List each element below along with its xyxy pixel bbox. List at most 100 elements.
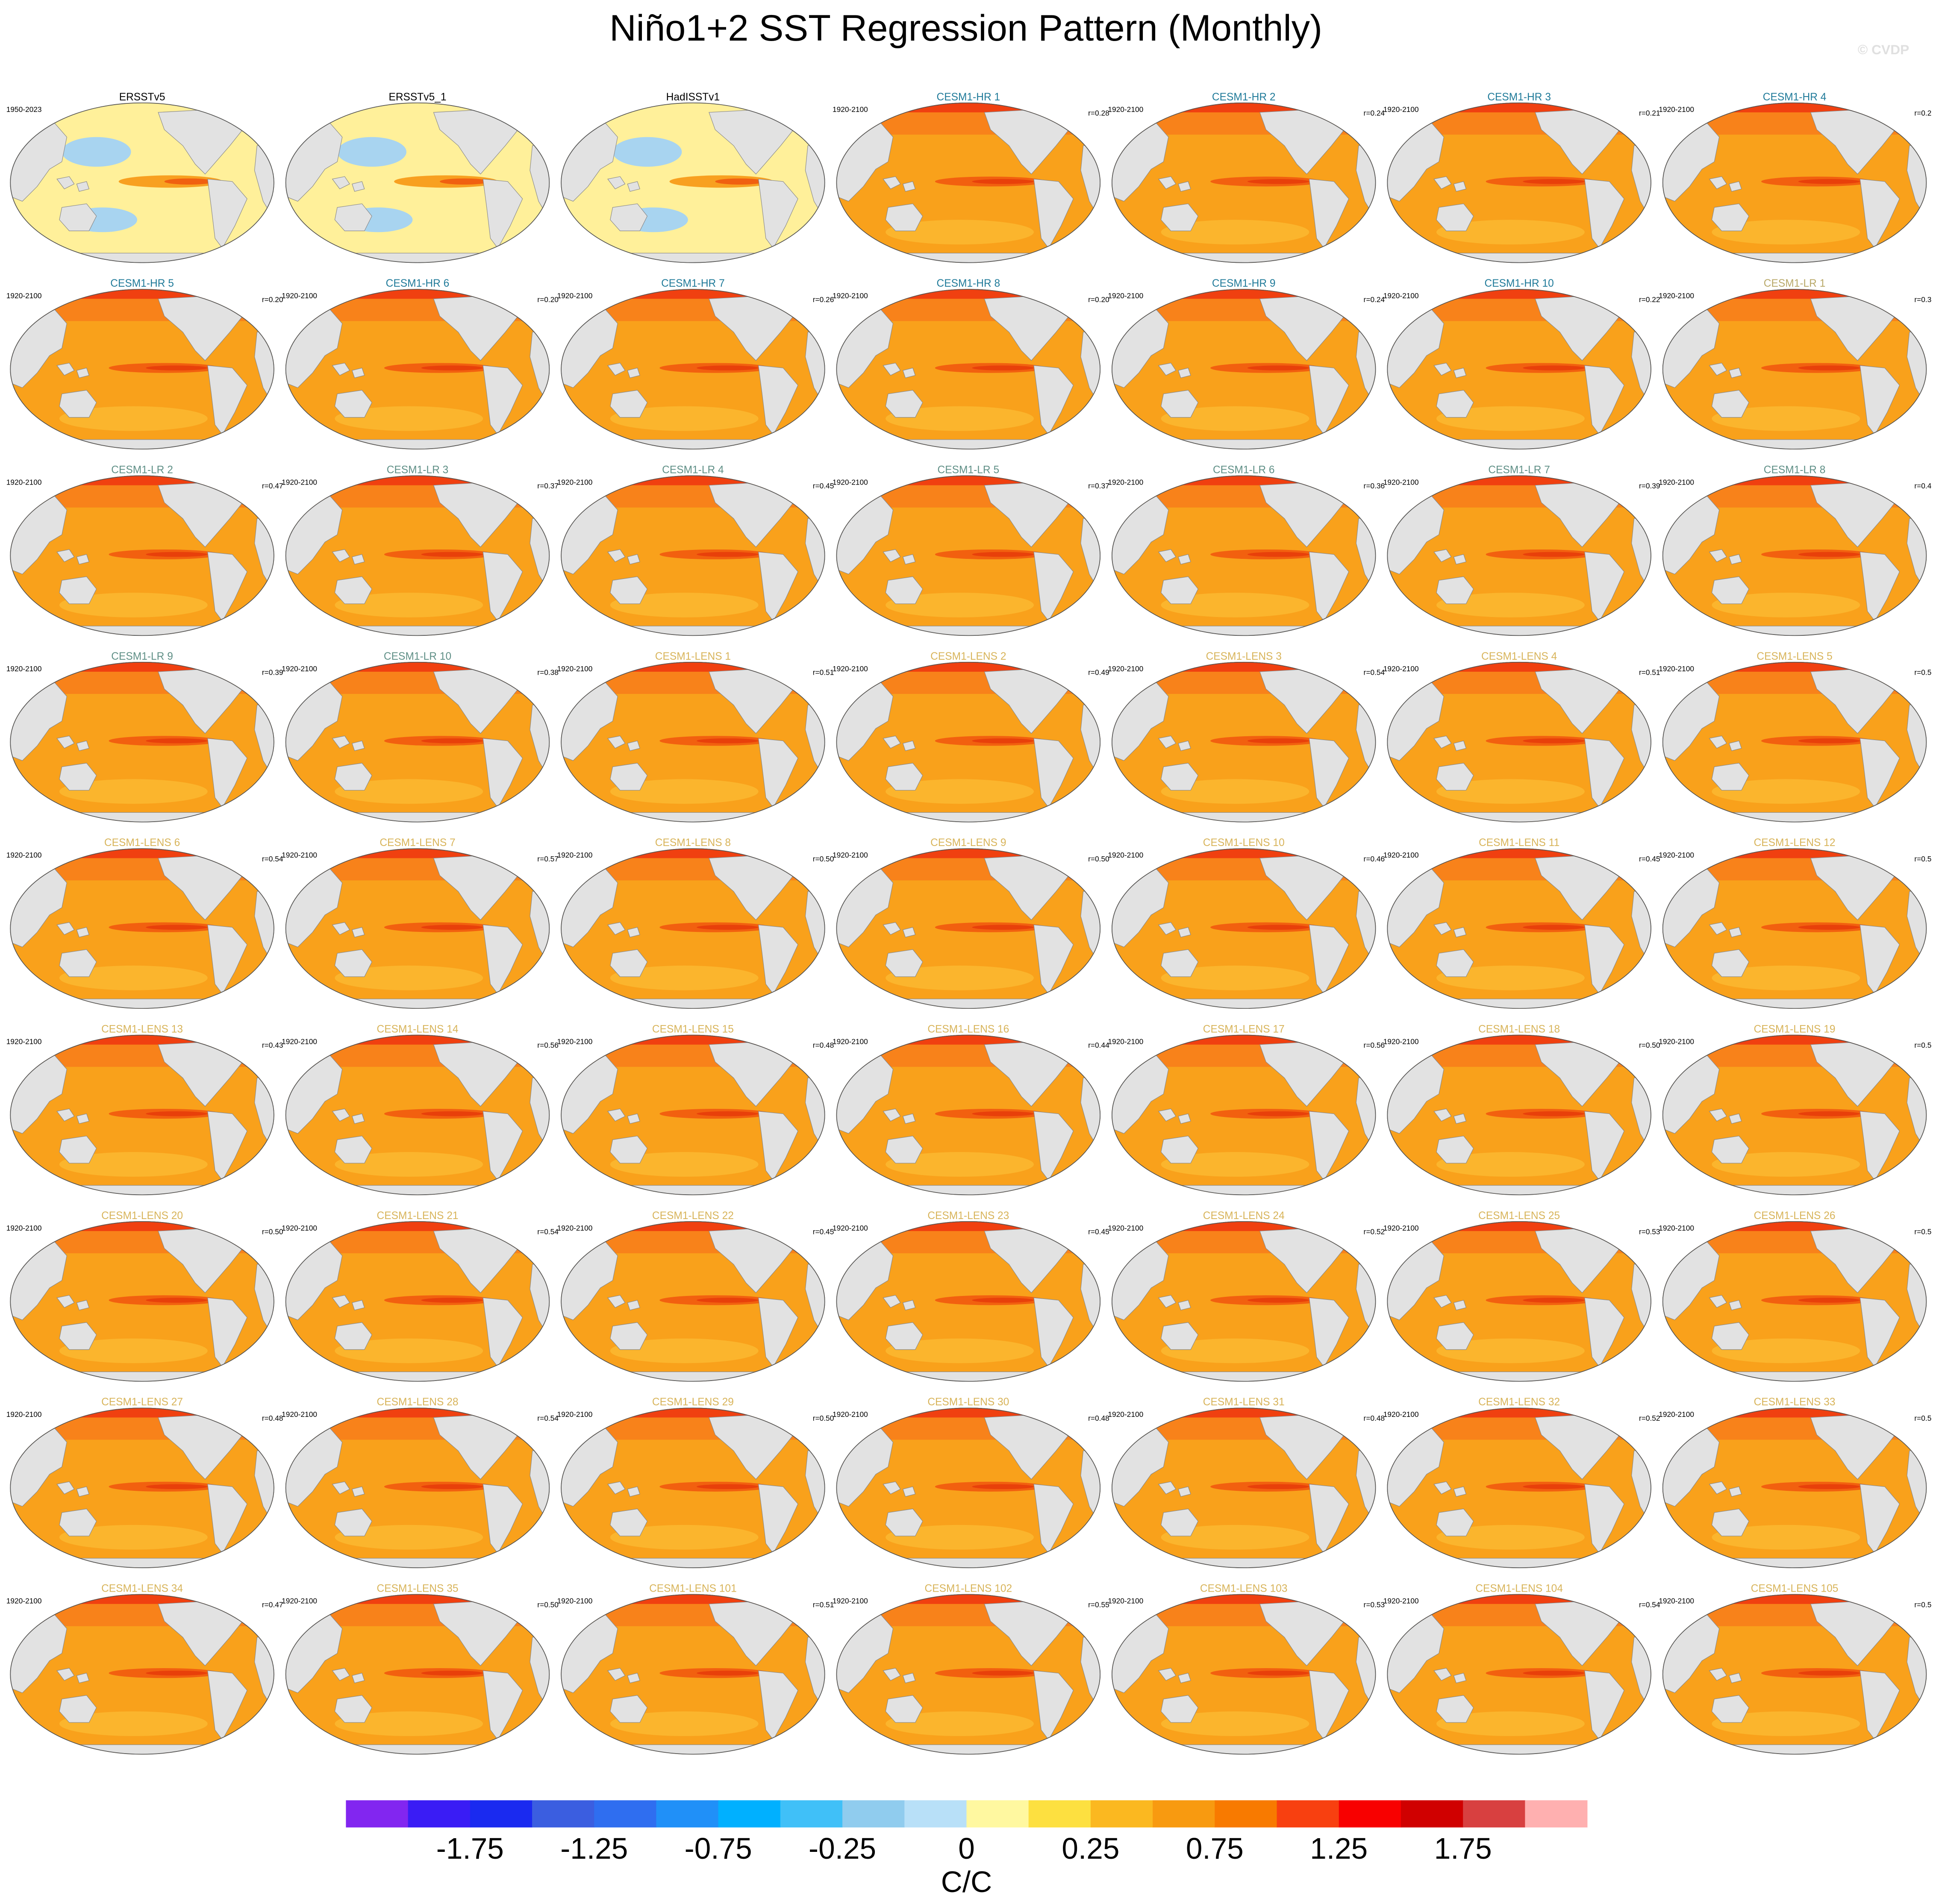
colorbar-units: C/C (941, 1865, 992, 1898)
panel-r: r=0.24 (1364, 295, 1385, 304)
panel-period: 1920-2100 (557, 478, 593, 486)
panel-title: CESM1-LENS 27 (101, 1396, 183, 1408)
colorbar-box (1463, 1800, 1526, 1828)
panel-r: r=0.24 (1364, 109, 1385, 117)
map (1662, 289, 1927, 452)
colorbar-box (1400, 1800, 1464, 1828)
panel-period: 1920-2100 (1383, 851, 1419, 859)
panel-title: CESM1-LENS 20 (101, 1210, 183, 1222)
map (561, 662, 825, 825)
panel-period: 1920-2100 (557, 1597, 593, 1605)
map (1112, 1594, 1376, 1757)
panel-title: CESM1-LENS 19 (1754, 1024, 1836, 1035)
panel-r: r=0.37 (1088, 482, 1109, 490)
panel-r: r=0.48 (1364, 1414, 1385, 1422)
panel-title: CESM1-LENS 32 (1478, 1396, 1560, 1408)
colorbar-box (718, 1800, 781, 1828)
map (10, 103, 274, 265)
map (836, 476, 1100, 638)
panel-r: r=0.48 (813, 1041, 834, 1049)
panel-r: r=0.50 (262, 1228, 283, 1236)
panel-title: CESM1-LENS 35 (377, 1583, 459, 1595)
credit: © CVDP (1858, 42, 1909, 57)
map (836, 848, 1100, 1011)
panel-period: 1920-2100 (557, 1224, 593, 1232)
map (1112, 1407, 1376, 1570)
colorbar-box (408, 1800, 471, 1828)
panel-title: CESM1-LENS 101 (649, 1583, 737, 1595)
panel-r: r=0.5 (1914, 1600, 1931, 1609)
panel-title: CESM1-LENS 22 (652, 1210, 734, 1222)
panel-r: r=0.5 (1914, 668, 1931, 676)
map (1387, 103, 1651, 265)
panel-r: r=0.44 (1088, 1041, 1109, 1049)
map (285, 848, 550, 1011)
map (1112, 289, 1376, 452)
panel-period: 1920-2100 (1659, 1597, 1694, 1605)
colorbar-box (1339, 1800, 1401, 1828)
map (836, 1594, 1100, 1757)
panel-period: 1920-2100 (282, 478, 317, 486)
map (10, 848, 274, 1011)
panel-title: CESM1-LENS 2 (930, 651, 1006, 662)
panel-title: CESM1-HR 3 (1487, 91, 1551, 103)
map (561, 1594, 825, 1757)
map (285, 1407, 550, 1570)
map (1662, 662, 1927, 825)
map (561, 1221, 825, 1384)
panel-period: 1920-2100 (833, 1224, 868, 1232)
panel-period: 1920-2100 (282, 1597, 317, 1605)
panel-title: CESM1-LENS 104 (1475, 1583, 1563, 1595)
panel-period: 1920-2100 (557, 851, 593, 859)
panel-title: CESM1-LENS 15 (652, 1024, 734, 1035)
panel-period: 1920-2100 (6, 478, 42, 486)
map (1662, 103, 1927, 265)
panel-period: 1920-2100 (557, 1410, 593, 1419)
panel-title: CESM1-LENS 3 (1206, 651, 1282, 662)
panel-title: CESM1-LENS 5 (1756, 651, 1832, 662)
map (1387, 662, 1651, 825)
map (10, 662, 274, 825)
panel-title: CESM1-LR 1 (1764, 278, 1826, 289)
map (10, 1221, 274, 1384)
panel-title: CESM1-LENS 17 (1203, 1024, 1285, 1035)
map (10, 476, 274, 638)
panel-r: r=0.3 (1914, 295, 1931, 304)
panel-r: r=0.45 (813, 482, 834, 490)
map (1387, 1407, 1651, 1570)
map (1112, 662, 1376, 825)
panel-title: CESM1-LENS 28 (377, 1396, 459, 1408)
panel-r: r=0.20 (262, 295, 283, 304)
map (836, 662, 1100, 825)
figure-title: Niño1+2 SST Regression Pattern (Monthly) (609, 8, 1322, 49)
panel-title: CESM1-LENS 29 (652, 1396, 734, 1408)
panel-title: CESM1-LENS 34 (101, 1583, 183, 1595)
panel-r: r=0.46 (1364, 855, 1385, 863)
map (1387, 1594, 1651, 1757)
map (10, 1594, 274, 1757)
panel-r: r=0.45 (813, 1228, 834, 1236)
panel-period: 1920-2100 (1383, 291, 1419, 300)
map (10, 1035, 274, 1198)
colorbar-label: 1.75 (1434, 1832, 1492, 1865)
panel-r: r=0.54 (262, 855, 283, 863)
panel-r: r=0.51 (813, 668, 834, 676)
colorbar-box (1277, 1800, 1339, 1828)
map (1662, 1035, 1927, 1198)
panel-title: CESM1-LR 8 (1764, 464, 1826, 476)
colorbar-label: -0.25 (809, 1832, 876, 1865)
panel-title: CESM1-HR 6 (386, 278, 450, 289)
panel-title: CESM1-LENS 4 (1481, 651, 1557, 662)
colorbar-box (1525, 1800, 1588, 1828)
panel-period: 1920-2100 (833, 1597, 868, 1605)
panel-title: CESM1-HR 2 (1212, 91, 1276, 103)
panel-title: CESM1-LR 10 (384, 651, 451, 662)
panel-period: 1920-2100 (1659, 105, 1694, 114)
panel-title: CESM1-LENS 26 (1754, 1210, 1836, 1222)
panel-title: CESM1-LENS 12 (1754, 837, 1836, 849)
panel-r: r=0.37 (537, 482, 559, 490)
panel-period: 1920-2100 (833, 1037, 868, 1046)
panel-title: ERSSTv5_1 (388, 91, 446, 103)
